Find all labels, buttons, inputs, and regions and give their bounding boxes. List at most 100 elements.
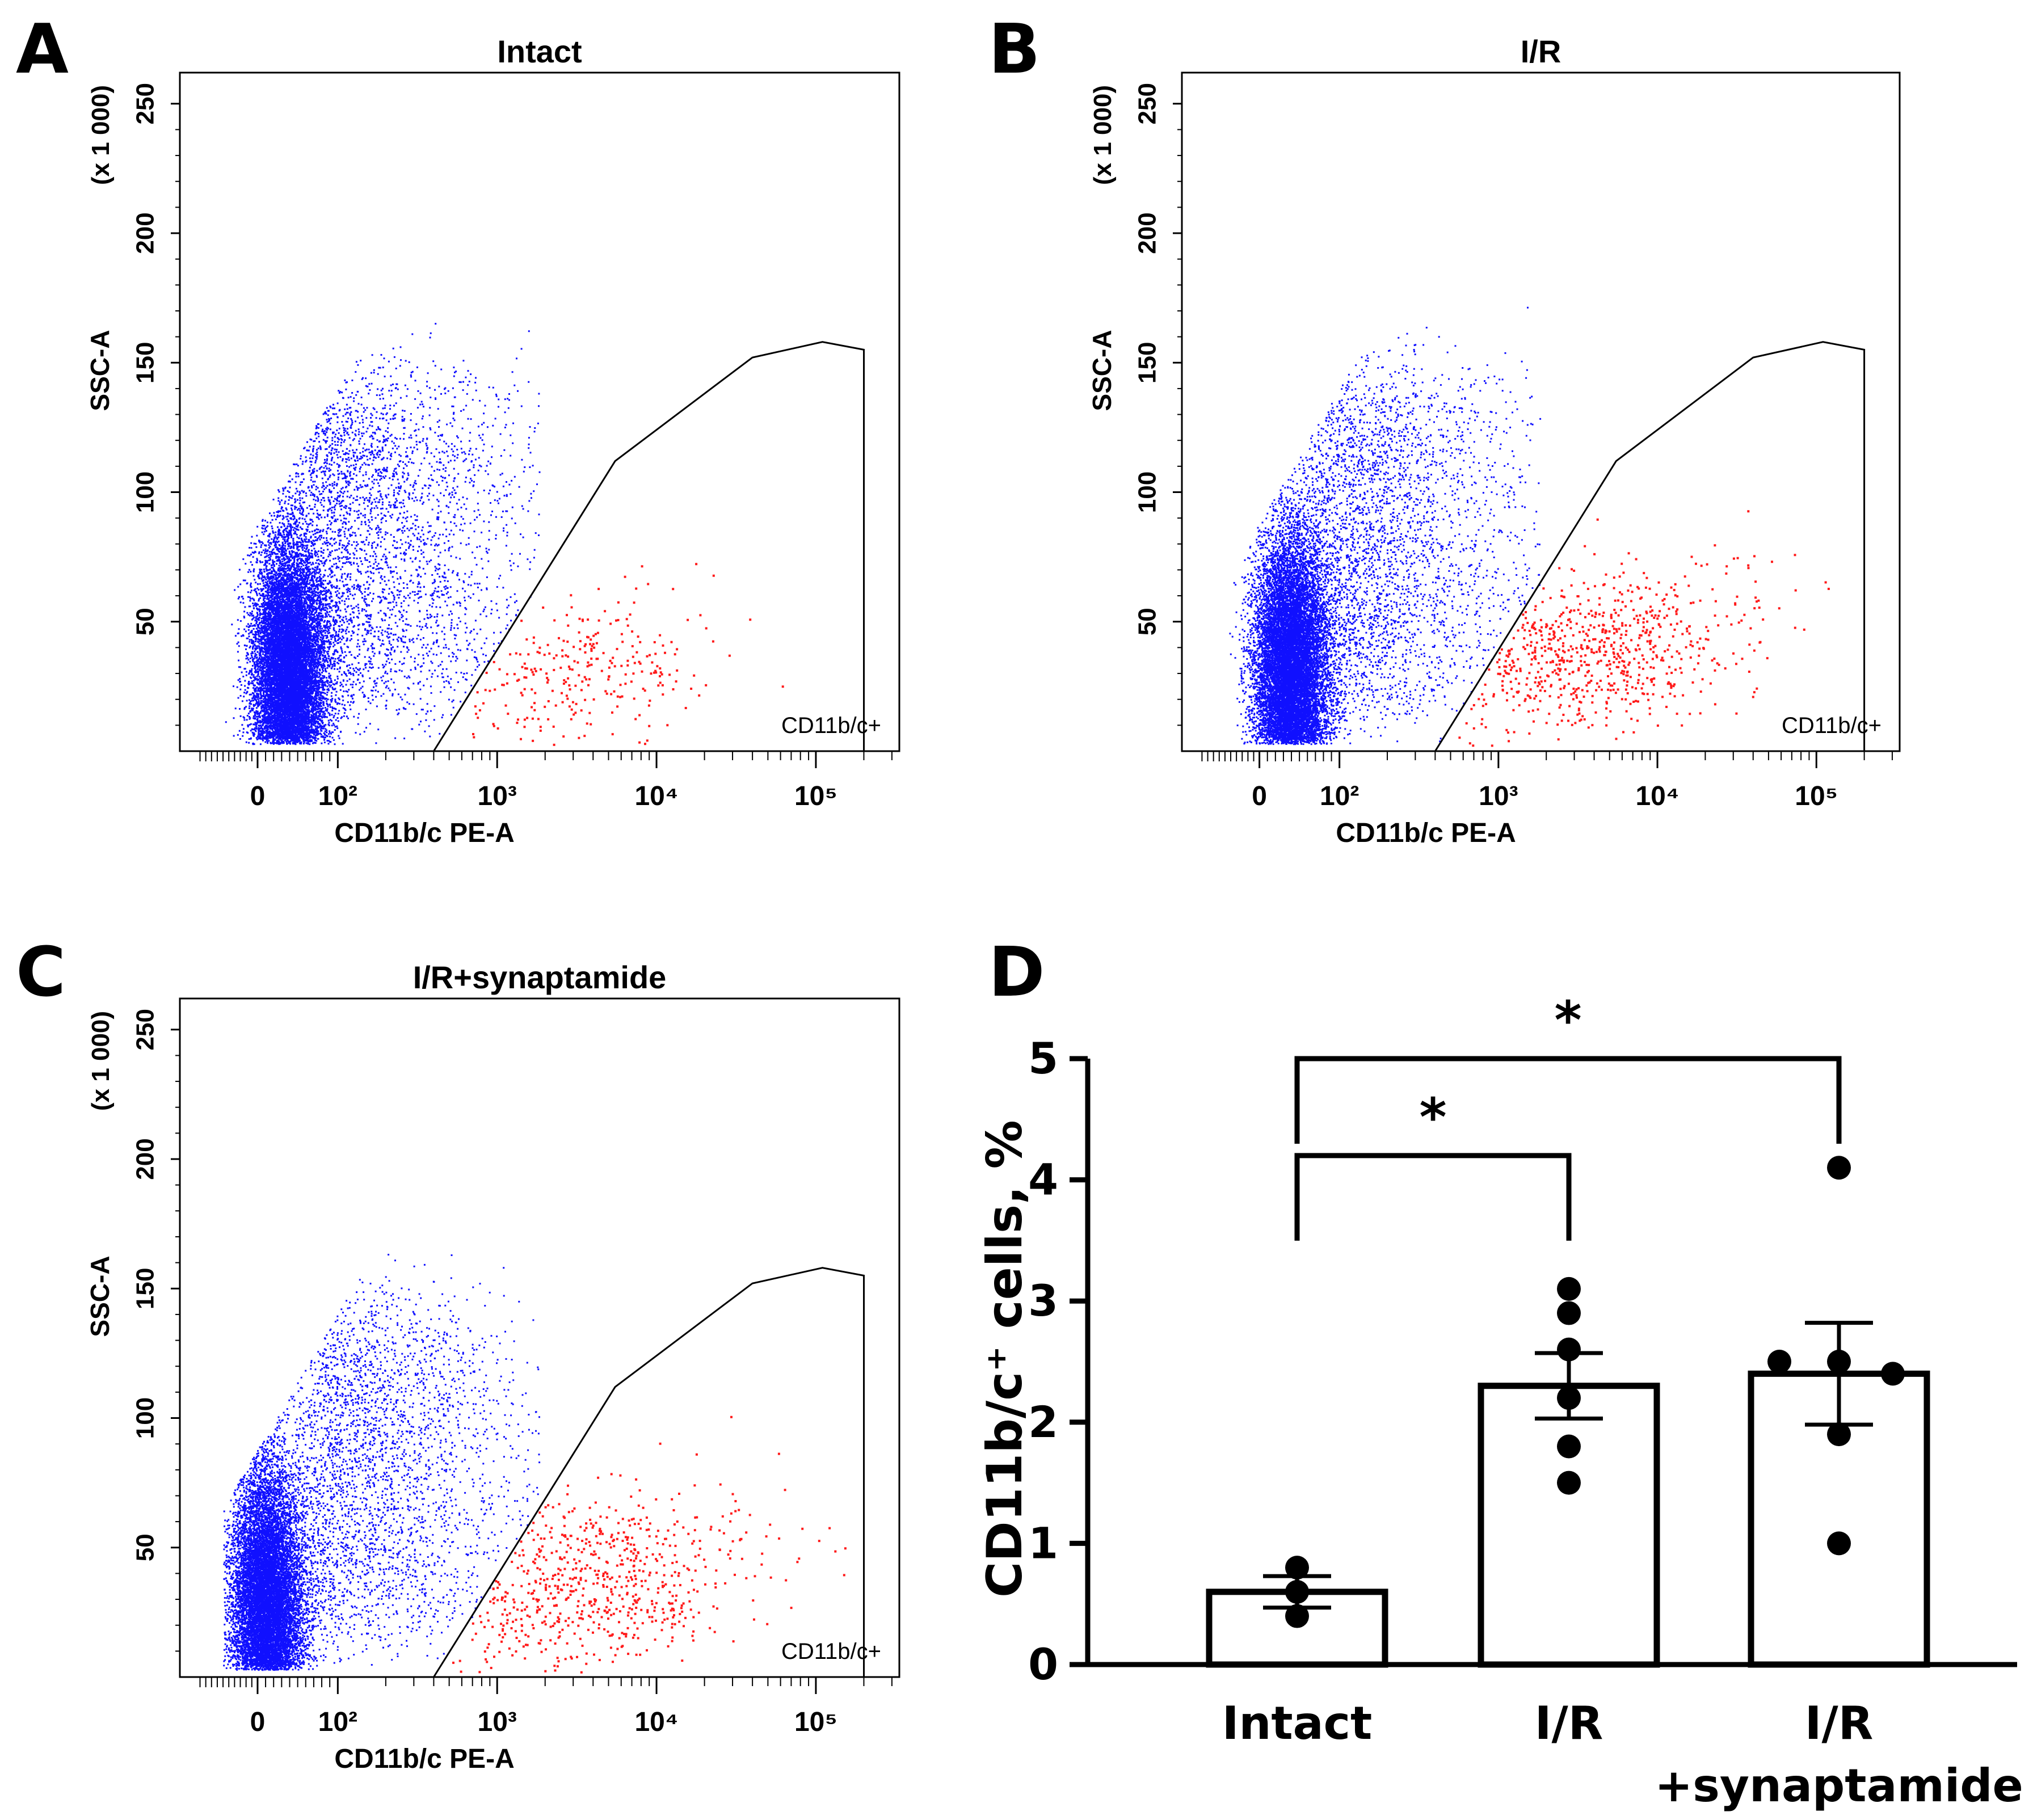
y-multiplier-label-ir: (x 1 000)	[1089, 85, 1117, 185]
plot-title-ir-synaptamide: I/R+synaptamide	[413, 959, 667, 995]
y-tick-label-intact: 50	[132, 608, 159, 635]
population-gated-intact	[472, 563, 784, 746]
flow-plot-ir-synaptamide: CD11b/c+ I/R+synaptamide 50 100 150 200 250 SSC…	[85, 959, 900, 1774]
y-tick-label-intact: 250	[132, 83, 159, 124]
y-axis-label-intact: SSC-A	[85, 330, 115, 411]
plot-frame-ir	[1181, 71, 1901, 752]
plot-title-intact: Intact	[497, 33, 582, 69]
flow-plot-ir: CD11b/c+ I/R 50 100 150 200 250 SSC-A (x 1 000) 0…	[1087, 33, 1901, 848]
x-axis-label-intact: CD11b/c PE-A	[334, 818, 514, 848]
y-multiplier-label-intact: (x 1 000)	[87, 85, 115, 185]
data-point-1	[1557, 1301, 1581, 1325]
y-tick-label-ir: 100	[1134, 471, 1161, 513]
data-point-1	[1557, 1337, 1581, 1362]
bar-y-tick-label: 5	[1028, 1033, 1058, 1084]
plot-frame-intact	[179, 71, 900, 752]
gate-polygon-ir[interactable]	[1433, 341, 1866, 752]
y-tick-label-ir-synaptamide: 250	[132, 1009, 159, 1050]
y-tick-label-intact: 200	[132, 212, 159, 254]
data-point-2	[1827, 1531, 1851, 1556]
data-point-2	[1827, 1350, 1851, 1374]
bar-y-tick-label: 1	[1028, 1518, 1058, 1568]
y-tick-label-ir: 150	[1134, 342, 1161, 384]
y-tick-label-ir: 50	[1134, 608, 1161, 635]
category-label-2: I/R	[1805, 1697, 1874, 1750]
x-tick-label-ir: 10⁴	[1635, 781, 1679, 811]
gate-label-ir: CD11b/c+	[1782, 713, 1882, 738]
data-point-2	[1881, 1362, 1905, 1386]
panel-letter-b: B	[988, 10, 1040, 89]
x-tick-label-intact: 10⁴	[634, 781, 678, 811]
panel-letter-c: C	[16, 933, 66, 1012]
data-point-1	[1557, 1386, 1581, 1410]
x-tick-label-ir-synaptamide: 10³	[478, 1707, 517, 1737]
data-point-2	[1767, 1350, 1791, 1374]
data-point-2	[1827, 1156, 1851, 1180]
gate-label-ir-synaptamide: CD11b/c+	[781, 1639, 881, 1664]
bar-1[interactable]	[1478, 1383, 1660, 1668]
population-gated-ir	[1458, 510, 1830, 747]
scatter-points-ir-synaptamide	[223, 1254, 847, 1674]
significance-star-0: *	[1419, 1087, 1446, 1148]
significance-bracket-0	[1294, 1153, 1572, 1241]
y-tick-label-ir: 250	[1134, 83, 1161, 124]
x-tick-label-ir: 10³	[1479, 781, 1518, 811]
y-tick-label-ir-synaptamide: 100	[132, 1397, 159, 1439]
x-axis-label-ir: CD11b/c PE-A	[1336, 818, 1516, 848]
panel-letter-d: D	[988, 933, 1045, 1012]
y-tick-label-intact: 150	[132, 342, 159, 384]
x-tick-label-intact: 10⁵	[794, 781, 837, 811]
y-tick-label-intact: 100	[132, 471, 159, 513]
bar-y-tick-label: 0	[1028, 1639, 1058, 1690]
y-axis-label-ir: SSC-A	[1087, 330, 1117, 411]
panel-letter-a: A	[16, 10, 69, 89]
y-tick-label-ir-synaptamide: 150	[132, 1268, 159, 1309]
significance-bracket-1	[1294, 1056, 1842, 1144]
x-tick-label-ir: 10⁵	[1795, 781, 1838, 811]
plot-frame-ir-synaptamide	[179, 997, 900, 1678]
gate-label-intact: CD11b/c+	[781, 713, 881, 738]
y-tick-label-ir: 200	[1134, 212, 1161, 254]
gate-polygon-intact[interactable]	[432, 341, 865, 752]
y-tick-label-ir-synaptamide: 50	[132, 1533, 159, 1561]
category-label-2: +synaptamide	[1655, 1759, 2023, 1812]
x-tick-label-intact: 10²	[318, 781, 357, 811]
population-ungated-intact	[225, 323, 541, 745]
population-gated-ir-synaptamide	[452, 1415, 847, 1674]
category-label-1: I/R	[1535, 1697, 1603, 1750]
data-point-1	[1557, 1276, 1581, 1301]
bar-y-tick-label: 4	[1028, 1155, 1058, 1205]
x-tick-label-ir: 0	[1252, 781, 1267, 811]
category-label-0: Intact	[1222, 1697, 1373, 1750]
bar-chart-cd11bc: 0 1 2 3 4 5 CD11b/c⁺ cells, % Intact I/R I/R +syna…	[976, 990, 2023, 1812]
x-tick-label-ir-synaptamide: 10²	[318, 1707, 357, 1737]
significance-star-1: *	[1554, 990, 1581, 1051]
bar-y-axis-label: CD11b/c⁺ cells, %	[976, 1120, 1033, 1598]
bar-y-tick-label: 2	[1028, 1397, 1058, 1447]
y-multiplier-label-ir-synaptamide: (x 1 000)	[87, 1011, 115, 1111]
data-point-0	[1285, 1579, 1309, 1604]
y-tick-label-ir-synaptamide: 200	[132, 1138, 159, 1179]
data-point-2	[1827, 1422, 1851, 1447]
gate-polygon-ir-synaptamide[interactable]	[432, 1267, 865, 1678]
y-axis-label-ir-synaptamide: SSC-A	[85, 1256, 115, 1337]
data-point-1	[1557, 1434, 1581, 1459]
x-axis-label-ir-synaptamide: CD11b/c PE-A	[334, 1744, 514, 1774]
plot-title-ir: I/R	[1521, 33, 1561, 69]
flow-plot-intact: CD11b/c+ Intact 50 100 150 200 250 SSC-A (x 1 00…	[85, 33, 900, 848]
x-tick-label-ir: 10²	[1320, 781, 1359, 811]
x-tick-label-ir-synaptamide: 10⁵	[794, 1707, 837, 1737]
population-ungated-ir	[1229, 306, 1542, 745]
population-ungated-ir-synaptamide	[223, 1254, 541, 1671]
scatter-points-intact	[225, 323, 784, 746]
x-tick-label-intact: 0	[250, 781, 266, 811]
data-point-0	[1285, 1604, 1309, 1628]
x-tick-label-ir-synaptamide: 0	[250, 1707, 266, 1737]
scatter-points-ir	[1229, 306, 1830, 747]
bar-y-tick-label: 3	[1028, 1275, 1058, 1326]
data-point-1	[1557, 1471, 1581, 1495]
x-tick-label-ir-synaptamide: 10⁴	[634, 1707, 678, 1737]
data-point-0	[1285, 1556, 1309, 1580]
x-tick-label-intact: 10³	[478, 781, 517, 811]
